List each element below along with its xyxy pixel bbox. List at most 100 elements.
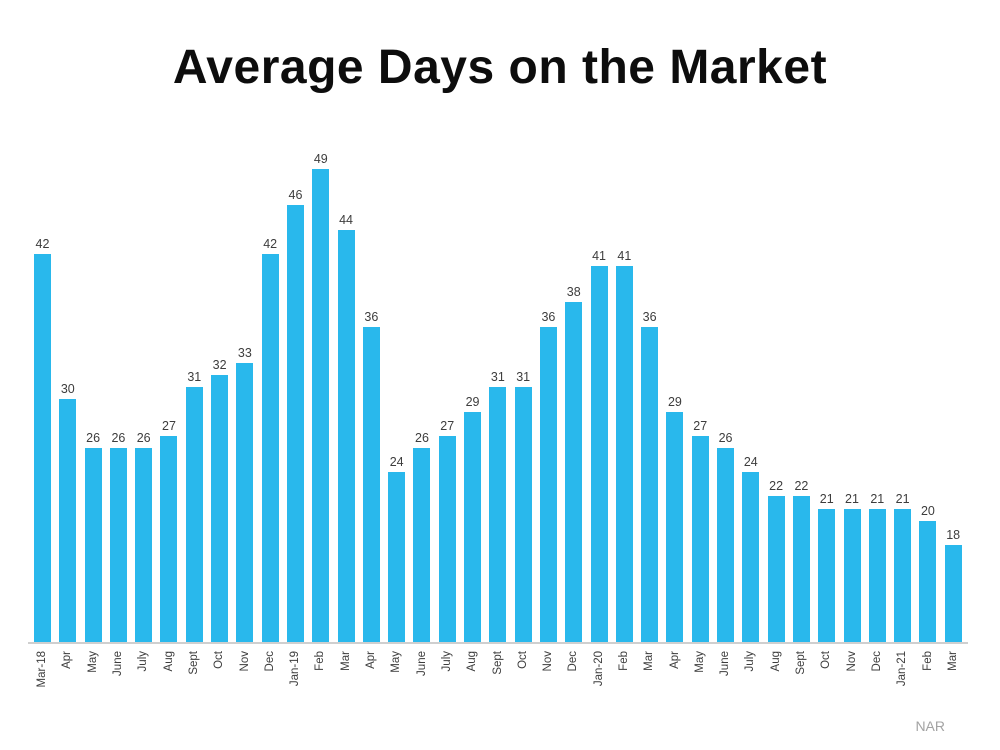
bar-value-label: 44 — [339, 212, 354, 227]
bar — [211, 375, 229, 642]
bar-column: 27 Aug — [156, 150, 181, 671]
x-axis-label: Dec — [263, 651, 276, 672]
bar-value-label: 31 — [490, 369, 505, 384]
bar-wrapper: 20 — [919, 150, 937, 642]
bar-value-label: 49 — [313, 151, 328, 166]
bar — [742, 472, 760, 642]
bar-column: 26 July — [131, 150, 156, 671]
bar-column: 33 Nov — [232, 150, 257, 671]
bar-column: 26 June — [713, 150, 738, 676]
bar-value-label: 26 — [136, 430, 151, 445]
x-axis-label: July — [744, 651, 757, 672]
bar-column: 21 Oct — [814, 150, 839, 669]
bar-wrapper: 22 — [792, 150, 810, 642]
bar-value-label: 26 — [111, 430, 126, 445]
bar-wrapper: 26 — [717, 150, 735, 642]
bar — [109, 448, 127, 642]
x-axis-label: Apr — [365, 651, 378, 669]
bar-wrapper: 31 — [514, 150, 532, 642]
bar — [919, 521, 937, 642]
bar-column: 42 Mar-18 — [30, 150, 55, 687]
bar-wrapper: 29 — [464, 150, 482, 642]
bar-wrapper: 36 — [539, 150, 557, 642]
bar — [767, 496, 785, 642]
bar — [135, 448, 153, 642]
x-axis-label: June — [415, 651, 428, 676]
bar — [59, 399, 77, 642]
x-axis-label: Nov — [845, 651, 858, 672]
x-axis-label: June — [112, 651, 125, 676]
bar — [944, 545, 962, 642]
bar-column: 24 July — [738, 150, 763, 671]
x-axis-label: Dec — [870, 651, 883, 672]
bar-value-label: 38 — [566, 284, 581, 299]
bar-wrapper: 26 — [135, 150, 153, 642]
x-axis-label: Sept — [491, 651, 504, 675]
bar-wrapper: 41 — [590, 150, 608, 642]
bar-value-label: 21 — [895, 491, 910, 506]
x-axis-label: June — [719, 651, 732, 676]
bar-value-label: 27 — [162, 418, 176, 433]
bar — [312, 169, 330, 642]
x-axis-label: Dec — [567, 651, 580, 672]
bar-value-label: 33 — [237, 345, 252, 360]
x-axis-label: Mar — [643, 651, 656, 671]
bar-wrapper: 22 — [767, 150, 785, 642]
x-axis-label: Mar-18 — [36, 651, 49, 688]
bar — [236, 363, 254, 642]
bar-value-label: 26 — [718, 430, 733, 445]
bar-column: 18 Mar — [941, 150, 966, 671]
chart-title: Average Days on the Market — [172, 41, 828, 94]
bar — [691, 436, 709, 642]
x-axis-label: Aug — [162, 651, 175, 672]
x-axis-label: Mar — [339, 651, 352, 671]
bar-wrapper: 33 — [236, 150, 254, 642]
bar-value-label: 21 — [819, 491, 834, 506]
bar-wrapper: 30 — [59, 150, 77, 642]
bar-column: 49 Feb — [308, 150, 333, 671]
x-axis-label: May — [693, 651, 706, 673]
x-axis-label: Feb — [314, 651, 327, 671]
bar-column: 31 Sept — [182, 150, 207, 675]
bar-column: 42 Dec — [258, 150, 283, 671]
x-axis-label: Jan-20 — [592, 651, 605, 687]
x-axis-label: Feb — [618, 651, 630, 671]
bar-wrapper: 27 — [160, 150, 178, 642]
bar-value-label: 24 — [389, 454, 404, 469]
bar — [438, 436, 456, 642]
bar-value-label: 32 — [212, 357, 227, 372]
bar-column: 41 Feb — [612, 150, 637, 671]
bar — [489, 387, 507, 642]
bar-wrapper: 36 — [641, 150, 659, 642]
bar — [590, 266, 608, 642]
bar — [261, 254, 279, 642]
x-axis-label: Feb — [921, 651, 934, 671]
bar-column: 21 Dec — [865, 150, 890, 671]
bar-column: 31 Sept — [485, 150, 510, 675]
bar — [792, 496, 810, 642]
bar-value-label: 36 — [642, 309, 657, 324]
bar-value-label: 21 — [845, 491, 859, 506]
bar-value-label: 46 — [288, 187, 303, 202]
bar-wrapper: 49 — [312, 150, 330, 642]
bar-column: 21 Jan-21 — [890, 150, 915, 686]
bar-value-label: 31 — [187, 369, 202, 384]
bar — [388, 472, 406, 642]
bar-wrapper: 41 — [615, 150, 633, 642]
x-axis-label: May — [86, 651, 99, 673]
bar-column: 27 May — [688, 150, 713, 673]
bar-column: 24 May — [384, 150, 409, 673]
bar-wrapper: 46 — [286, 150, 304, 642]
bar-wrapper: 36 — [362, 150, 380, 642]
bar — [539, 327, 557, 642]
bar-wrapper: 24 — [388, 150, 406, 642]
x-axis-label: Jan-19 — [289, 651, 302, 687]
bar-value-label: 22 — [769, 478, 784, 493]
plot-area: 42 Mar-18 30 Apr 26 May 26 June 26 July 27 Aug 31 Sep… — [30, 150, 966, 687]
bar-column: 27 July — [435, 150, 460, 671]
bar-wrapper: 42 — [34, 150, 51, 642]
bar-wrapper: 24 — [742, 150, 760, 642]
source-label: NAR — [915, 718, 945, 734]
bar-value-label: 26 — [86, 430, 101, 445]
